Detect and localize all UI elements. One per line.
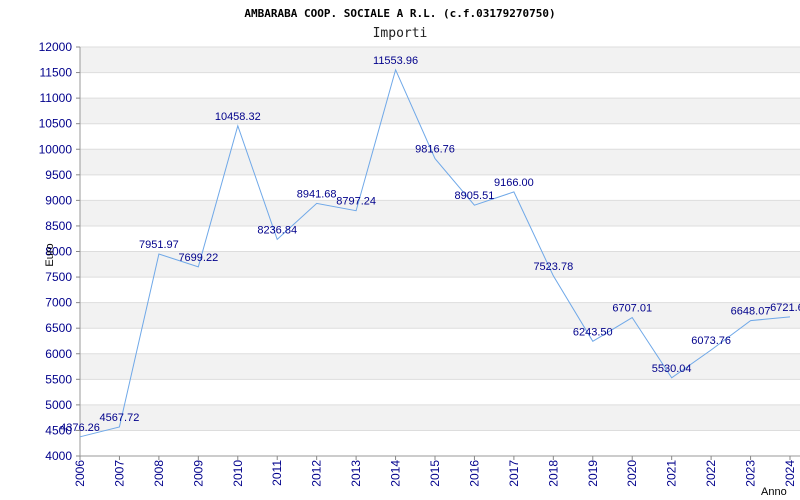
y-tick-label: 4500 xyxy=(45,423,72,437)
grid-band xyxy=(80,200,800,226)
y-tick-label: 6500 xyxy=(45,321,72,335)
x-tick-label: 2018 xyxy=(546,460,560,487)
x-tick-label: 2017 xyxy=(507,460,521,487)
data-label: 10458.32 xyxy=(215,111,261,123)
y-tick-label: 12000 xyxy=(39,40,73,54)
x-tick-label: 2022 xyxy=(704,460,718,487)
y-axis-ticks: 4000 4500 5000 5500 6000 6500 7000 7500 8000 8500… xyxy=(39,40,80,463)
data-label: 8941.68 xyxy=(297,188,337,200)
data-label: 4376.26 xyxy=(60,422,100,434)
y-tick-label: 9500 xyxy=(45,168,72,182)
x-tick-label: 2021 xyxy=(665,460,679,487)
x-axis-ticks: 2006 2007 2008 2009 2010 2011 2012 2013 2014 2015… xyxy=(73,456,797,487)
y-tick-label: 5500 xyxy=(45,372,72,386)
data-label: 7523.78 xyxy=(533,261,573,273)
y-tick-label: 8500 xyxy=(45,219,72,233)
x-tick-label: 2020 xyxy=(625,460,639,487)
y-tick-label: 9000 xyxy=(45,193,72,207)
x-tick-label: 2009 xyxy=(191,460,205,487)
y-tick-label: 10000 xyxy=(39,142,73,156)
grid-band xyxy=(80,149,800,175)
x-tick-label: 2015 xyxy=(428,460,442,487)
data-label: 6707.01 xyxy=(612,303,652,315)
x-tick-label: 2012 xyxy=(310,460,324,487)
y-tick-label: 7000 xyxy=(45,296,72,310)
data-label: 6073.76 xyxy=(691,335,731,347)
grid-band xyxy=(80,98,800,124)
grid-lines xyxy=(80,46,800,457)
data-label: 9816.76 xyxy=(415,144,455,156)
x-tick-label: 2006 xyxy=(73,460,87,487)
x-tick-label: 2013 xyxy=(349,460,363,487)
data-label: 9166.00 xyxy=(494,177,534,189)
data-label: 5530.04 xyxy=(652,363,692,375)
y-tick-label: 11000 xyxy=(40,91,73,105)
x-tick-label: 2011 xyxy=(270,460,284,486)
data-label: 4567.72 xyxy=(100,412,140,424)
data-label: 6243.50 xyxy=(573,326,613,338)
series-group xyxy=(79,68,791,438)
grid-band xyxy=(80,404,800,431)
x-tick-label: 2024 xyxy=(783,460,797,487)
data-label: 8797.24 xyxy=(336,196,376,208)
chart-subtitle: Importi xyxy=(373,26,428,41)
x-tick-label: 2019 xyxy=(586,460,600,487)
x-tick-label: 2007 xyxy=(112,460,126,487)
data-label: 8905.51 xyxy=(455,190,495,202)
grid-band xyxy=(80,251,800,278)
plot-bands xyxy=(80,47,800,431)
x-tick-label: 2010 xyxy=(231,460,245,487)
data-label: 8236.84 xyxy=(257,224,297,236)
data-label: 11553.96 xyxy=(373,55,418,67)
x-tick-label: 2023 xyxy=(744,460,758,487)
grid-band xyxy=(80,302,800,329)
data-label: 7951.97 xyxy=(139,239,179,251)
data-label: 7699.22 xyxy=(178,252,218,264)
y-tick-label: 5000 xyxy=(45,398,72,412)
grid-band xyxy=(80,353,800,380)
y-tick-label: 7500 xyxy=(45,270,72,284)
data-label: 6721.69 xyxy=(770,302,800,314)
series-line xyxy=(79,68,791,438)
y-tick-label: 11500 xyxy=(40,66,73,80)
grid-band xyxy=(80,47,800,73)
data-label: 6648.07 xyxy=(731,306,771,318)
x-tick-label: 2016 xyxy=(467,460,481,487)
y-tick-label: 6000 xyxy=(45,347,72,361)
y-axis-label: Euro xyxy=(44,243,56,266)
chart-title: AMBARABA COOP. SOCIALE A R.L. (c.f.03179… xyxy=(244,7,555,20)
x-tick-label: 2008 xyxy=(152,460,166,487)
y-tick-label: 8000 xyxy=(45,245,72,259)
y-tick-label: 4000 xyxy=(45,449,72,463)
x-axis-label: Anno xyxy=(761,486,787,498)
x-tick-label: 2014 xyxy=(389,460,403,487)
y-tick-label: 10500 xyxy=(39,117,73,131)
